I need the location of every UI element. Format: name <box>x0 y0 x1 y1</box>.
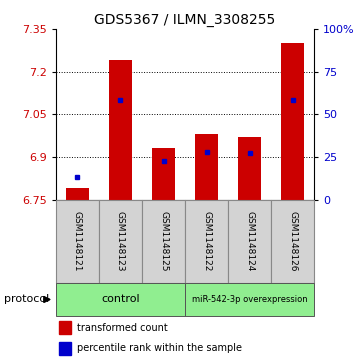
Text: percentile rank within the sample: percentile rank within the sample <box>77 343 242 354</box>
Text: GSM1148121: GSM1148121 <box>73 211 82 272</box>
Bar <box>152 148 175 200</box>
Bar <box>281 43 304 200</box>
Bar <box>142 200 185 283</box>
Text: GSM1148122: GSM1148122 <box>202 211 211 272</box>
Text: miR-542-3p overexpression: miR-542-3p overexpression <box>192 295 307 304</box>
Bar <box>228 200 271 283</box>
Text: GSM1148125: GSM1148125 <box>159 211 168 272</box>
Text: transformed count: transformed count <box>77 323 168 333</box>
Text: protocol: protocol <box>4 294 49 305</box>
Bar <box>195 134 218 200</box>
Bar <box>66 188 89 200</box>
Bar <box>56 283 185 316</box>
Bar <box>185 200 228 283</box>
Text: GSM1148126: GSM1148126 <box>288 211 297 272</box>
Text: GSM1148123: GSM1148123 <box>116 211 125 272</box>
Bar <box>238 137 261 200</box>
Bar <box>185 283 314 316</box>
Bar <box>99 200 142 283</box>
Bar <box>56 200 99 283</box>
Bar <box>58 321 71 334</box>
Bar <box>109 60 132 200</box>
Title: GDS5367 / ILMN_3308255: GDS5367 / ILMN_3308255 <box>94 13 276 26</box>
Bar <box>271 200 314 283</box>
Text: GSM1148124: GSM1148124 <box>245 211 254 272</box>
Text: control: control <box>101 294 140 305</box>
Bar <box>58 342 71 355</box>
